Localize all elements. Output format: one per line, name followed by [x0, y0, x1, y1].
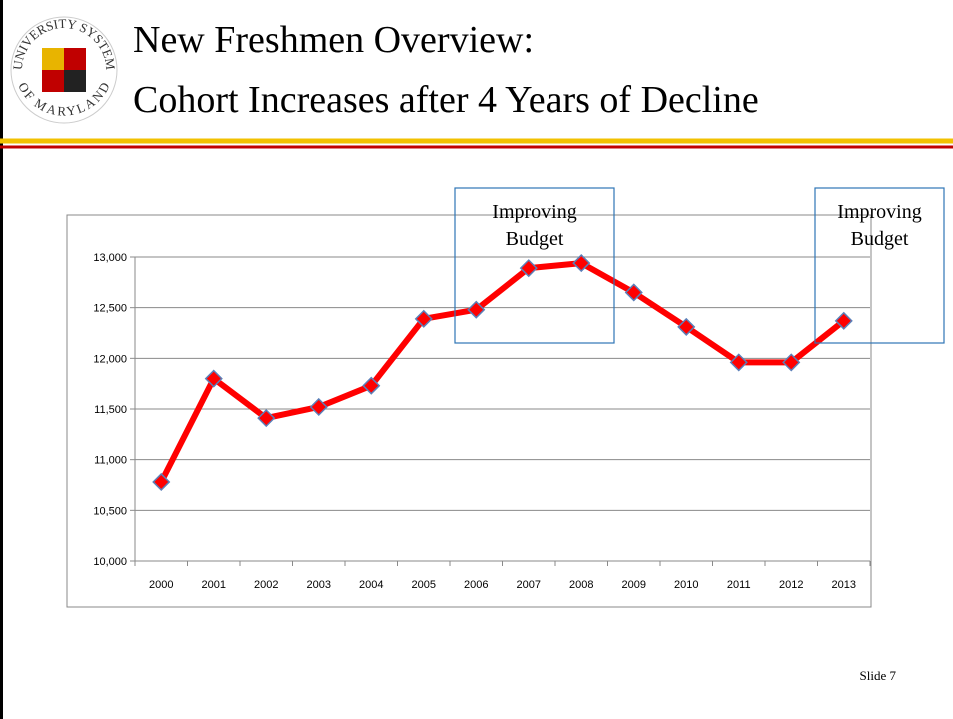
- y-tick-label: 13,000: [93, 252, 127, 264]
- annotation: Improving Budget: [814, 187, 945, 344]
- data-marker: [309, 397, 328, 417]
- data-marker: [414, 309, 433, 328]
- data-marker: [624, 283, 643, 302]
- x-tick-label: 2007: [517, 579, 541, 591]
- annotation-text: Improving: [492, 201, 576, 223]
- y-tick-label: 10,000: [93, 556, 127, 568]
- annotation-text: Budget: [851, 228, 909, 250]
- x-tick-label: 2006: [464, 579, 488, 591]
- x-tick-label: 2003: [307, 579, 331, 591]
- data-marker: [152, 472, 171, 492]
- annotation-text: Improving: [837, 201, 921, 223]
- annotation-text: Budget: [506, 228, 564, 250]
- logo: UNIVERSITY SYSTEM OF MARYLAND: [10, 16, 118, 124]
- data-marker: [834, 311, 853, 330]
- y-tick-label: 11,500: [94, 404, 127, 416]
- x-tick-label: 2002: [254, 579, 278, 591]
- annotation-box: [814, 187, 945, 344]
- annotation: Improving Budget: [454, 187, 615, 344]
- title-line: Cohort Increases after 4 Years of Declin…: [133, 79, 759, 121]
- data-marker: [572, 254, 591, 273]
- logo-quadrant: [42, 70, 64, 92]
- slide-number: Slide 7: [860, 668, 897, 683]
- y-tick-label: 10,500: [93, 505, 127, 517]
- data-marker: [362, 376, 381, 395]
- logo-quadrant: [42, 48, 64, 70]
- y-tick-label: 12,000: [93, 353, 127, 365]
- data-line: [158, 260, 846, 484]
- logo-quadrant: [64, 70, 86, 92]
- data-marker: [257, 409, 276, 428]
- x-tick-label: 2000: [149, 579, 173, 591]
- title-line: New Freshmen Overview:: [133, 19, 534, 61]
- annotation-box: [454, 187, 615, 344]
- y-tick-label: 12,500: [93, 303, 127, 315]
- data-marker: [677, 317, 696, 336]
- x-tick-label: 2004: [359, 579, 383, 591]
- x-tick-label: 2009: [622, 579, 646, 591]
- x-tick-label: 2008: [569, 579, 593, 591]
- x-tick-label: 2012: [779, 579, 803, 591]
- x-tick-label: 2001: [202, 579, 226, 591]
- data-marker: [782, 353, 801, 372]
- logo-quadrant: [64, 48, 86, 70]
- data-marker: [519, 259, 538, 278]
- chart-frame: [66, 214, 872, 608]
- x-tick-label: 2010: [674, 579, 698, 591]
- x-tick-label: 2011: [727, 579, 751, 591]
- data-marker: [729, 353, 748, 372]
- y-tick-label: 11,000: [94, 455, 127, 467]
- data-marker: [204, 369, 223, 388]
- x-tick-label: 2013: [832, 579, 856, 591]
- x-tick-label: 2005: [412, 579, 436, 591]
- data-marker: [467, 300, 486, 319]
